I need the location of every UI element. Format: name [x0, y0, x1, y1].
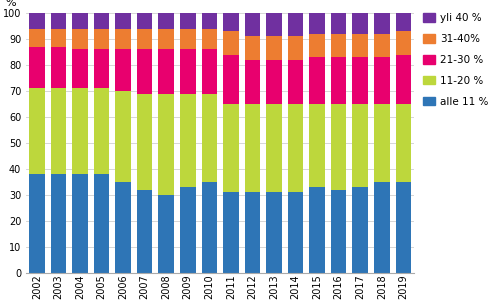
Bar: [159, 13, 174, 28]
Bar: [245, 13, 260, 36]
Bar: [353, 104, 368, 187]
Bar: [245, 104, 260, 192]
Bar: [396, 13, 411, 31]
Bar: [180, 187, 195, 273]
Bar: [288, 13, 303, 36]
Bar: [159, 49, 174, 94]
Legend: yli 40 %, 31-40%, 21-30 %, 11-20 %, alle 11 %: yli 40 %, 31-40%, 21-30 %, 11-20 %, alle…: [423, 13, 488, 107]
Bar: [288, 192, 303, 273]
Bar: [223, 55, 239, 104]
Bar: [94, 28, 109, 49]
Bar: [137, 49, 152, 94]
Bar: [331, 34, 347, 57]
Bar: [309, 104, 325, 187]
Bar: [331, 13, 347, 34]
Bar: [159, 94, 174, 195]
Bar: [29, 88, 45, 174]
Bar: [51, 174, 66, 273]
Bar: [396, 104, 411, 182]
Bar: [180, 13, 195, 28]
Bar: [137, 190, 152, 273]
Bar: [374, 13, 389, 34]
Bar: [288, 104, 303, 192]
Bar: [223, 13, 239, 31]
Bar: [180, 28, 195, 49]
Bar: [223, 192, 239, 273]
Bar: [245, 36, 260, 60]
Bar: [353, 187, 368, 273]
Bar: [245, 192, 260, 273]
Bar: [374, 104, 389, 182]
Bar: [201, 94, 217, 182]
Bar: [94, 49, 109, 88]
Bar: [29, 174, 45, 273]
Bar: [396, 182, 411, 273]
Bar: [201, 182, 217, 273]
Bar: [245, 60, 260, 104]
Bar: [115, 13, 131, 28]
Bar: [309, 187, 325, 273]
Bar: [115, 182, 131, 273]
Bar: [72, 88, 88, 174]
Y-axis label: %: %: [5, 0, 16, 8]
Bar: [72, 174, 88, 273]
Bar: [309, 13, 325, 34]
Bar: [353, 34, 368, 57]
Bar: [51, 13, 66, 28]
Bar: [137, 13, 152, 28]
Bar: [159, 28, 174, 49]
Bar: [396, 31, 411, 55]
Bar: [396, 55, 411, 104]
Bar: [288, 60, 303, 104]
Bar: [223, 31, 239, 55]
Bar: [29, 47, 45, 88]
Bar: [353, 57, 368, 104]
Bar: [201, 28, 217, 49]
Bar: [137, 94, 152, 190]
Bar: [201, 13, 217, 28]
Bar: [266, 36, 282, 60]
Bar: [72, 49, 88, 88]
Bar: [266, 104, 282, 192]
Bar: [159, 195, 174, 273]
Bar: [115, 28, 131, 49]
Bar: [374, 182, 389, 273]
Bar: [29, 13, 45, 28]
Bar: [180, 49, 195, 94]
Bar: [137, 28, 152, 49]
Bar: [94, 174, 109, 273]
Bar: [201, 49, 217, 94]
Bar: [72, 28, 88, 49]
Bar: [266, 60, 282, 104]
Bar: [288, 36, 303, 60]
Bar: [266, 13, 282, 36]
Bar: [115, 91, 131, 182]
Bar: [331, 190, 347, 273]
Bar: [223, 104, 239, 192]
Bar: [94, 88, 109, 174]
Bar: [180, 94, 195, 187]
Bar: [374, 57, 389, 104]
Bar: [331, 57, 347, 104]
Bar: [331, 104, 347, 190]
Bar: [51, 28, 66, 47]
Bar: [266, 192, 282, 273]
Bar: [309, 57, 325, 104]
Bar: [72, 13, 88, 28]
Bar: [94, 13, 109, 28]
Bar: [374, 34, 389, 57]
Bar: [29, 28, 45, 47]
Bar: [353, 13, 368, 34]
Bar: [309, 34, 325, 57]
Bar: [115, 49, 131, 91]
Bar: [51, 88, 66, 174]
Bar: [51, 47, 66, 88]
